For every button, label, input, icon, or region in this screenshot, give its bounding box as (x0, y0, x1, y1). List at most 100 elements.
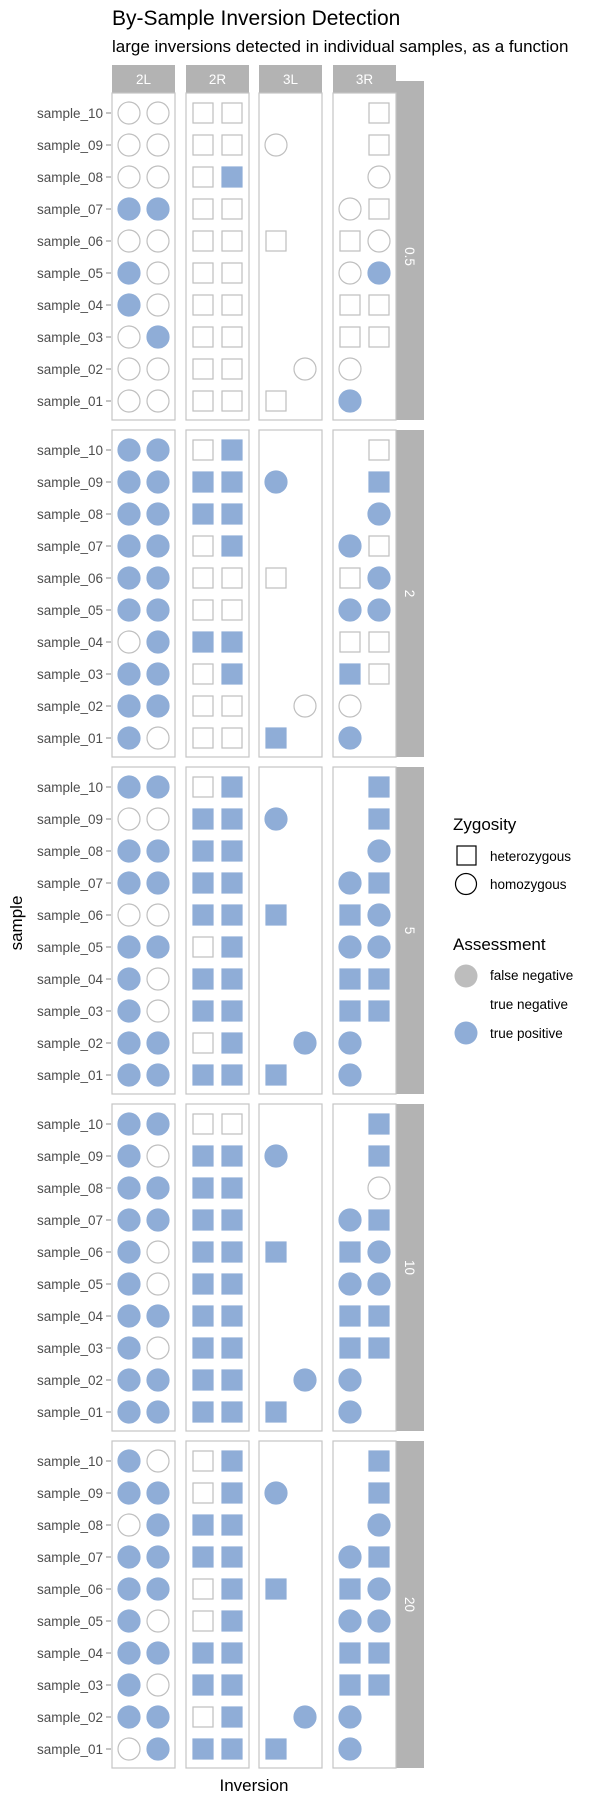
marker-homozygous-true-positive (117, 1272, 141, 1296)
marker-heterozygous-true-negative (192, 358, 214, 380)
row-strip-label: 2 (402, 590, 417, 598)
row-strip-label: 10 (402, 1260, 417, 1275)
marker-heterozygous-true-negative (221, 727, 243, 749)
marker-heterozygous-true-positive (368, 1642, 390, 1664)
marker-homozygous-true-positive (146, 871, 170, 895)
marker-heterozygous-true-negative (221, 102, 243, 124)
y-tick-label: sample_03 (37, 1678, 103, 1693)
marker-heterozygous-true-positive (221, 1482, 243, 1504)
marker-heterozygous-true-negative (192, 1610, 214, 1632)
marker-heterozygous-true-positive (368, 1145, 390, 1167)
marker-homozygous-true-positive (117, 261, 141, 285)
marker-homozygous-true-positive (146, 1112, 170, 1136)
y-tick-label: sample_02 (37, 1036, 103, 1051)
y-tick-label: sample_07 (37, 1550, 103, 1565)
marker-homozygous-true-positive (117, 1336, 141, 1360)
y-tick-label: sample_01 (37, 1068, 103, 1083)
marker-heterozygous-true-negative (221, 198, 243, 220)
marker-homozygous-true-positive (146, 1705, 170, 1729)
row-strip-5 (395, 767, 424, 1094)
marker-heterozygous-true-negative (339, 567, 361, 589)
marker-heterozygous-true-positive (192, 1064, 214, 1086)
legend-true-positive-label: true positive (490, 1026, 563, 1041)
marker-heterozygous-true-positive (339, 904, 361, 926)
legend-true-positive-key (454, 1021, 478, 1045)
marker-homozygous-true-negative (146, 133, 170, 157)
marker-homozygous-true-positive (367, 566, 391, 590)
marker-heterozygous-true-negative (221, 294, 243, 316)
marker-heterozygous-true-negative (192, 134, 214, 156)
marker-homozygous-true-negative (146, 1609, 170, 1633)
marker-homozygous-true-negative (146, 1336, 170, 1360)
marker-homozygous-true-negative (117, 1737, 141, 1761)
marker-heterozygous-true-positive (221, 471, 243, 493)
marker-homozygous-true-positive (338, 1609, 362, 1633)
marker-heterozygous-true-negative (192, 1482, 214, 1504)
marker-heterozygous-true-positive (192, 1337, 214, 1359)
y-tick-label: sample_01 (37, 731, 103, 746)
marker-heterozygous-true-negative (265, 567, 287, 589)
marker-homozygous-true-negative (117, 357, 141, 381)
marker-homozygous-true-positive (146, 1737, 170, 1761)
marker-heterozygous-true-negative (368, 294, 390, 316)
y-tick-label: sample_01 (37, 1405, 103, 1420)
marker-homozygous-true-negative (367, 229, 391, 253)
y-tick-label: sample_10 (37, 780, 103, 795)
marker-heterozygous-true-positive (221, 1514, 243, 1536)
marker-heterozygous-true-negative (221, 1113, 243, 1135)
marker-heterozygous-true-negative (192, 727, 214, 749)
marker-heterozygous-true-negative (192, 166, 214, 188)
marker-homozygous-true-positive (117, 1304, 141, 1328)
marker-heterozygous-true-positive (221, 1706, 243, 1728)
y-tick-label: sample_06 (37, 571, 103, 586)
marker-heterozygous-true-negative (368, 134, 390, 156)
y-tick-label: sample_09 (37, 475, 103, 490)
y-tick-label: sample_07 (37, 1213, 103, 1228)
y-tick-label: sample_03 (37, 1341, 103, 1356)
marker-heterozygous-true-positive (192, 1514, 214, 1536)
marker-heterozygous-true-negative (368, 663, 390, 685)
row-strip-0.5 (395, 81, 424, 420)
y-tick-label: sample_07 (37, 202, 103, 217)
marker-homozygous-true-positive (146, 1368, 170, 1392)
marker-homozygous-true-positive (338, 598, 362, 622)
y-tick-label: sample_06 (37, 1582, 103, 1597)
marker-heterozygous-true-positive (192, 1241, 214, 1263)
legend-zygosity-title: Zygosity (453, 815, 517, 834)
marker-homozygous-true-positive (338, 389, 362, 413)
marker-homozygous-true-negative (146, 357, 170, 381)
marker-heterozygous-true-positive (192, 1642, 214, 1664)
legend-heterozygous-label: heterozygous (490, 849, 571, 864)
y-tick-label: sample_09 (37, 1486, 103, 1501)
y-tick-label: sample_05 (37, 1614, 103, 1629)
marker-heterozygous-true-positive (221, 1578, 243, 1600)
marker-heterozygous-true-negative (192, 102, 214, 124)
marker-heterozygous-true-negative (368, 102, 390, 124)
marker-heterozygous-true-positive (192, 1674, 214, 1696)
marker-homozygous-true-negative (146, 807, 170, 831)
y-tick-label: sample_02 (37, 699, 103, 714)
legend-square-key (456, 845, 477, 866)
row-strip-label: 0.5 (402, 247, 417, 266)
marker-heterozygous-true-negative (221, 358, 243, 380)
marker-homozygous-true-negative (293, 694, 317, 718)
marker-heterozygous-true-positive (192, 1209, 214, 1231)
marker-homozygous-true-positive (117, 1545, 141, 1569)
marker-homozygous-true-positive (146, 438, 170, 462)
marker-homozygous-true-negative (264, 133, 288, 157)
marker-heterozygous-true-positive (368, 1674, 390, 1696)
marker-homozygous-true-positive (146, 1031, 170, 1055)
marker-homozygous-true-positive (146, 566, 170, 590)
marker-homozygous-true-positive (367, 903, 391, 927)
marker-homozygous-true-positive (146, 502, 170, 526)
marker-homozygous-true-positive (338, 1545, 362, 1569)
marker-homozygous-true-positive (146, 1400, 170, 1424)
marker-heterozygous-true-positive (221, 776, 243, 798)
marker-heterozygous-true-positive (221, 1145, 243, 1167)
marker-heterozygous-true-positive (192, 503, 214, 525)
marker-homozygous-true-positive (338, 1705, 362, 1729)
marker-heterozygous-true-positive (221, 1369, 243, 1391)
marker-homozygous-true-positive (117, 694, 141, 718)
marker-homozygous-true-positive (338, 534, 362, 558)
marker-homozygous-true-positive (117, 1368, 141, 1392)
